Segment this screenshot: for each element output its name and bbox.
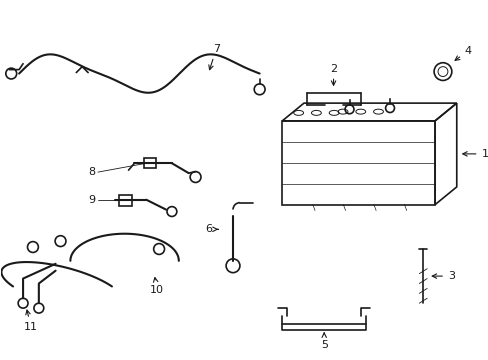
Text: 9: 9 bbox=[88, 195, 95, 205]
Text: 2: 2 bbox=[329, 64, 336, 85]
Text: 11: 11 bbox=[24, 310, 38, 332]
Text: 6: 6 bbox=[205, 224, 218, 234]
Text: 4: 4 bbox=[454, 46, 471, 60]
Bar bbox=[144, 158, 156, 168]
Text: 1: 1 bbox=[462, 149, 488, 159]
Text: 5: 5 bbox=[320, 333, 327, 350]
Text: 3: 3 bbox=[431, 271, 454, 281]
Text: 10: 10 bbox=[150, 278, 164, 295]
Text: 7: 7 bbox=[208, 44, 220, 70]
Text: 8: 8 bbox=[88, 167, 95, 177]
Bar bbox=[119, 195, 132, 206]
